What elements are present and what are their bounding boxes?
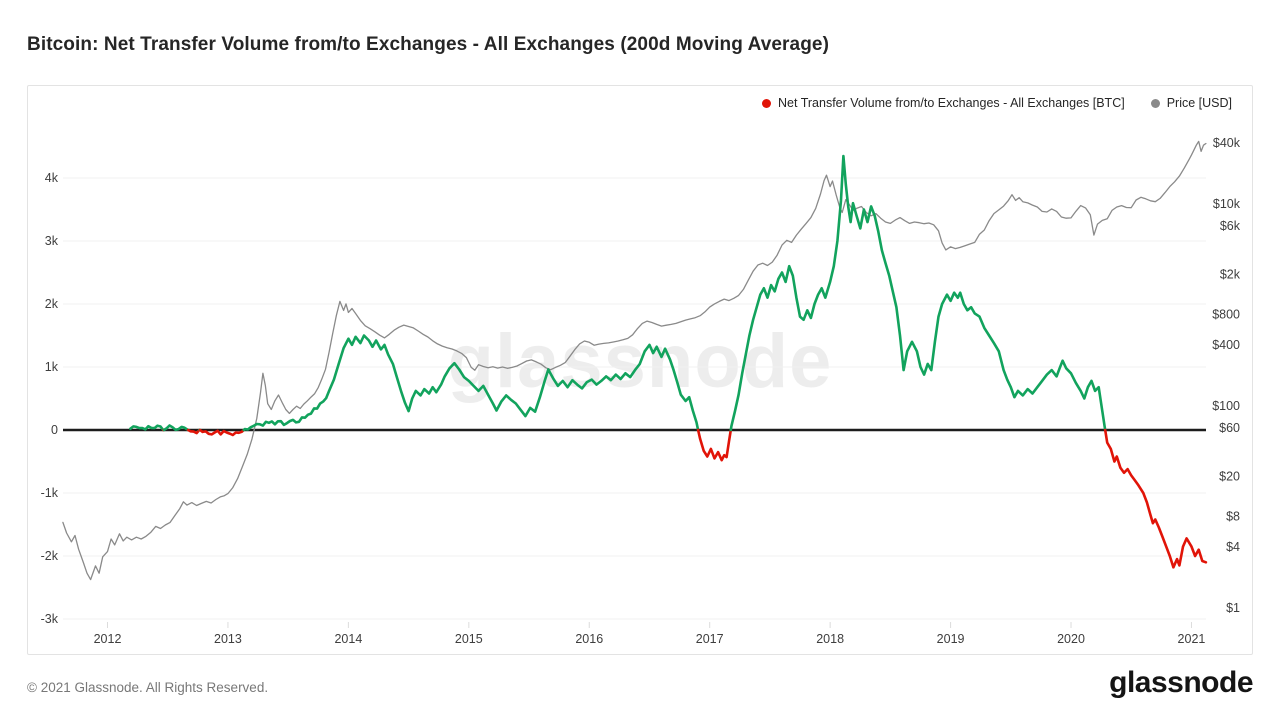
net-volume-line-positive [729, 154, 1107, 432]
right-axis-label: $1 [1226, 601, 1240, 615]
left-axis-label: 3k [45, 234, 59, 248]
left-axis-label: 2k [45, 297, 59, 311]
net-volume-line-negative [186, 428, 201, 435]
x-axis-label: 2013 [214, 632, 242, 646]
left-axis-label: -3k [41, 612, 59, 626]
chart-legend: Net Transfer Volume from/to Exchanges - … [762, 96, 1232, 110]
x-axis-label: 2015 [455, 632, 483, 646]
net-volume-line-positive [242, 334, 700, 432]
right-axis-label: $8 [1226, 510, 1240, 524]
right-axis-label: $10k [1213, 197, 1241, 211]
right-axis-label: $400 [1212, 338, 1240, 352]
left-axis-label: 4k [45, 171, 59, 185]
right-axis-label: $40k [1213, 136, 1241, 150]
left-axis-label: -2k [41, 549, 59, 563]
right-axis-label: $60 [1219, 421, 1240, 435]
left-axis-label: 0 [51, 423, 58, 437]
x-axis-label: 2019 [937, 632, 965, 646]
x-axis-label: 2021 [1178, 632, 1206, 646]
x-axis-label: 2018 [816, 632, 844, 646]
chart-canvas[interactable]: 2012 2013 2014 2015 2016 2017 2018 2019 2020 2021… [28, 86, 1252, 654]
page-title: Bitcoin: Net Transfer Volume from/to Exc… [27, 34, 830, 55]
right-axis-label: $800 [1212, 308, 1240, 322]
net-volume-line-negative [198, 428, 246, 437]
legend-item-net-transfer-volume[interactable]: Net Transfer Volume from/to Exchanges - … [762, 96, 1125, 110]
net-volume-line-positive [162, 424, 190, 432]
glassnode-logo[interactable]: glassnode [1109, 666, 1253, 699]
price-line [62, 140, 1207, 581]
right-axis-label: $4 [1226, 540, 1240, 554]
right-axis-label: $6k [1220, 219, 1241, 233]
left-axis-label: -1k [41, 486, 59, 500]
legend-label-net-transfer-volume: Net Transfer Volume from/to Exchanges - … [778, 96, 1125, 110]
net-volume-line-positive [129, 424, 165, 432]
right-axis-label: $2k [1220, 267, 1241, 281]
right-axis-label: $20 [1219, 469, 1240, 483]
x-axis-label: 2016 [575, 632, 603, 646]
x-axis-label: 2020 [1057, 632, 1085, 646]
legend-item-price[interactable]: Price [USD] [1150, 96, 1232, 110]
right-axis-label: $100 [1212, 399, 1240, 413]
legend-dot-gray [1150, 98, 1160, 108]
net-volume-line-negative [696, 428, 733, 462]
x-axis-label: 2012 [94, 632, 122, 646]
x-axis-label: 2017 [696, 632, 724, 646]
chart-card: Net Transfer Volume from/to Exchanges - … [27, 85, 1253, 655]
legend-dot-red [762, 98, 772, 108]
net-volume-line-negative [1103, 428, 1208, 569]
legend-label-price: Price [USD] [1166, 96, 1232, 110]
x-axis-label: 2014 [334, 632, 362, 646]
left-axis-label: 1k [45, 360, 59, 374]
footer-copyright: © 2021 Glassnode. All Rights Reserved. [27, 680, 269, 695]
